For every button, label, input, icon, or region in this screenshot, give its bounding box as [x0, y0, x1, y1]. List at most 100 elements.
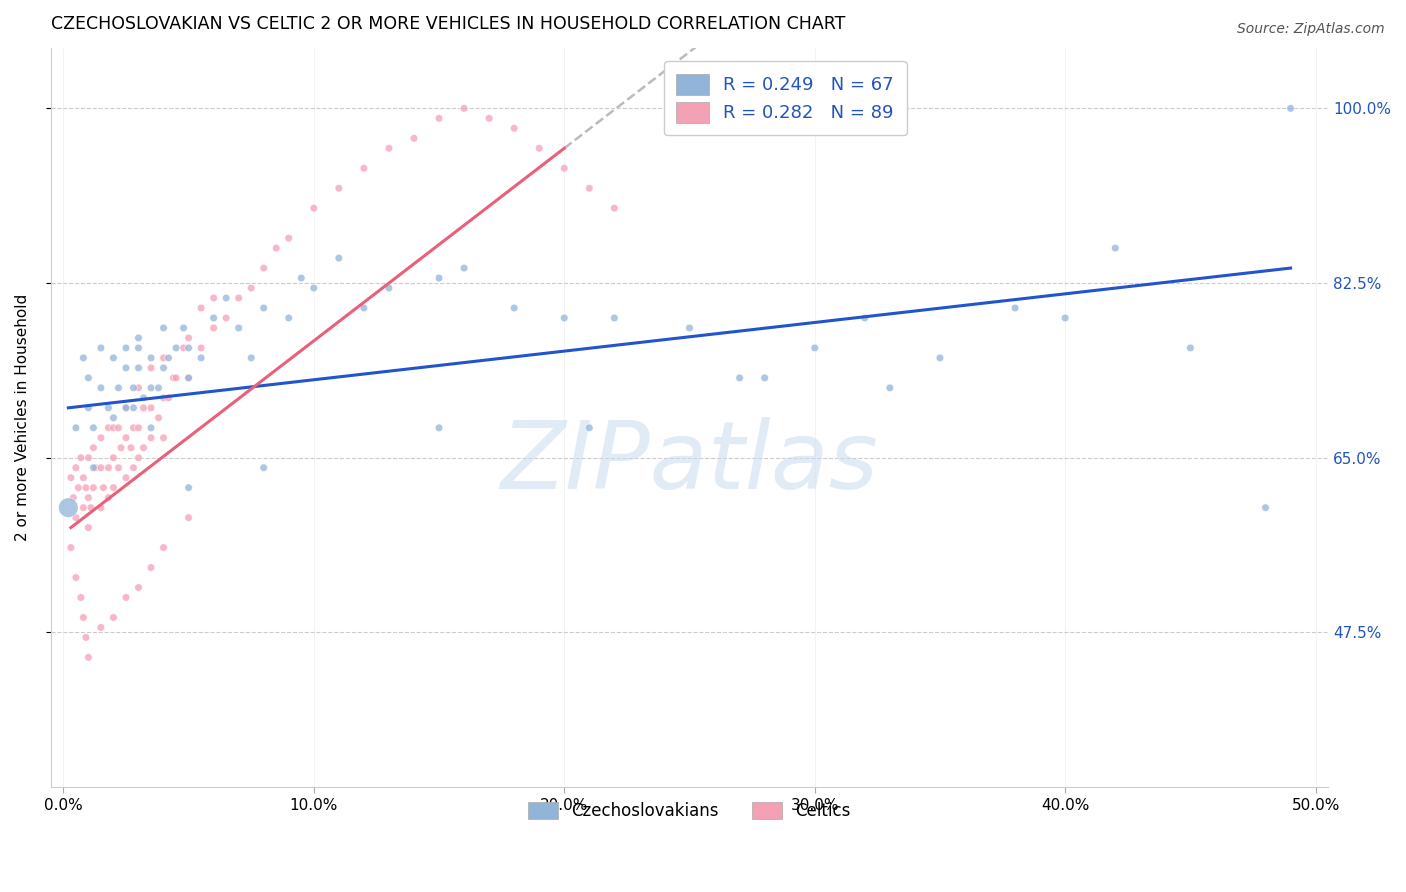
Point — [65, 570, 87, 584]
Point — [202, 291, 225, 305]
Point — [1054, 310, 1077, 325]
Point — [603, 310, 626, 325]
Point — [678, 321, 700, 335]
Point — [90, 620, 112, 634]
Point — [553, 310, 575, 325]
Point — [578, 421, 600, 435]
Point — [879, 381, 901, 395]
Point — [353, 161, 375, 176]
Point — [427, 421, 450, 435]
Point — [453, 101, 475, 115]
Point — [90, 341, 112, 355]
Point — [152, 431, 174, 445]
Point — [177, 371, 200, 385]
Point — [115, 401, 138, 415]
Point — [529, 141, 551, 155]
Point — [378, 141, 401, 155]
Point — [157, 351, 180, 365]
Point — [65, 421, 87, 435]
Point — [132, 441, 155, 455]
Point — [115, 360, 138, 375]
Point — [190, 351, 212, 365]
Point — [152, 351, 174, 365]
Point — [754, 371, 776, 385]
Point — [228, 291, 250, 305]
Point — [128, 341, 150, 355]
Point — [215, 291, 238, 305]
Point — [139, 351, 162, 365]
Point — [177, 510, 200, 524]
Point — [75, 631, 97, 645]
Point — [62, 491, 84, 505]
Point — [107, 421, 129, 435]
Point — [290, 271, 312, 285]
Point — [148, 381, 170, 395]
Point — [70, 450, 93, 465]
Point — [177, 371, 200, 385]
Point — [1004, 301, 1026, 315]
Point — [67, 481, 90, 495]
Point — [82, 421, 104, 435]
Point — [77, 491, 100, 505]
Point — [122, 460, 145, 475]
Text: CZECHOSLOVAKIAN VS CELTIC 2 OR MORE VEHICLES IN HOUSEHOLD CORRELATION CHART: CZECHOSLOVAKIAN VS CELTIC 2 OR MORE VEHI… — [51, 15, 845, 33]
Point — [803, 341, 825, 355]
Point — [103, 450, 125, 465]
Legend: Czechoslovakians, Celtics: Czechoslovakians, Celtics — [522, 796, 858, 827]
Point — [128, 581, 150, 595]
Point — [177, 481, 200, 495]
Point — [139, 401, 162, 415]
Point — [453, 261, 475, 276]
Point — [103, 610, 125, 624]
Point — [72, 610, 94, 624]
Point — [929, 351, 952, 365]
Point — [427, 271, 450, 285]
Point — [190, 341, 212, 355]
Point — [165, 371, 187, 385]
Point — [70, 591, 93, 605]
Point — [165, 341, 187, 355]
Point — [115, 431, 138, 445]
Point — [82, 481, 104, 495]
Point — [77, 450, 100, 465]
Point — [97, 491, 120, 505]
Point — [107, 460, 129, 475]
Point — [90, 460, 112, 475]
Text: Source: ZipAtlas.com: Source: ZipAtlas.com — [1237, 22, 1385, 37]
Point — [107, 381, 129, 395]
Point — [82, 460, 104, 475]
Point — [603, 201, 626, 215]
Point — [173, 341, 195, 355]
Point — [503, 301, 526, 315]
Point — [122, 401, 145, 415]
Point — [128, 331, 150, 345]
Point — [82, 441, 104, 455]
Point — [853, 310, 876, 325]
Point — [152, 541, 174, 555]
Point — [427, 112, 450, 126]
Point — [378, 281, 401, 295]
Point — [97, 401, 120, 415]
Point — [93, 481, 115, 495]
Point — [139, 431, 162, 445]
Point — [277, 310, 299, 325]
Point — [72, 351, 94, 365]
Point — [139, 560, 162, 574]
Point — [139, 381, 162, 395]
Point — [65, 510, 87, 524]
Point — [728, 371, 751, 385]
Y-axis label: 2 or more Vehicles in Household: 2 or more Vehicles in Household — [15, 294, 30, 541]
Point — [72, 471, 94, 485]
Point — [115, 591, 138, 605]
Point — [215, 310, 238, 325]
Point — [77, 401, 100, 415]
Point — [90, 381, 112, 395]
Point — [152, 321, 174, 335]
Point — [553, 161, 575, 176]
Point — [402, 131, 425, 145]
Point — [173, 321, 195, 335]
Point — [77, 371, 100, 385]
Point — [177, 341, 200, 355]
Point — [115, 401, 138, 415]
Point — [72, 500, 94, 515]
